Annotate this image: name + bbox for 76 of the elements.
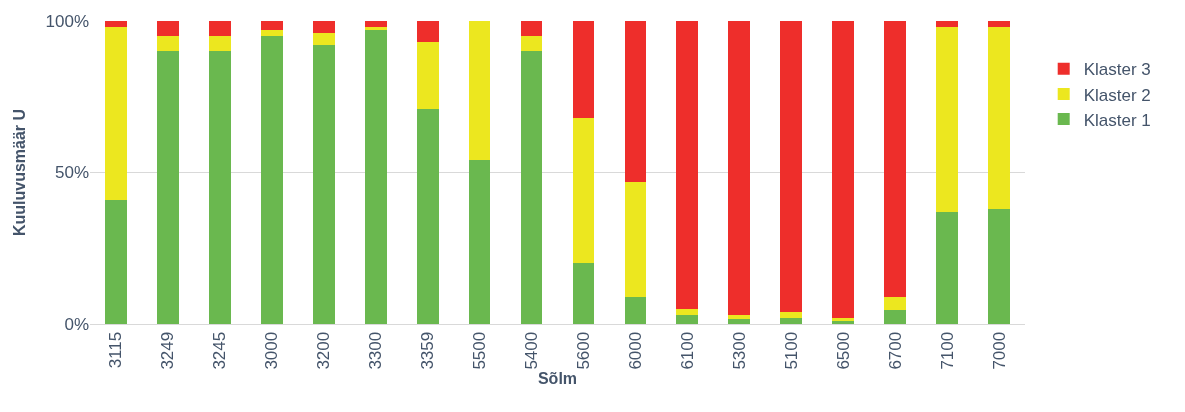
bar	[260, 30, 283, 37]
bar	[105, 21, 127, 28]
x-tick-label: 3000	[262, 331, 282, 370]
bar	[884, 21, 907, 297]
bar	[364, 27, 387, 31]
x-tick-label: 6500	[833, 331, 853, 370]
bar	[884, 296, 907, 311]
bar	[416, 42, 439, 109]
bar	[728, 319, 751, 324]
bar	[312, 33, 335, 46]
bar	[572, 117, 595, 264]
x-tick-label: 5500	[470, 331, 490, 370]
x-axis-title: Sõlm	[537, 369, 578, 387]
legend-label: Klaster 2	[1083, 85, 1151, 105]
x-tick-label: 3249	[158, 331, 178, 370]
bar	[728, 21, 751, 315]
x-tick-label: 5100	[781, 331, 801, 370]
x-tick-label: 5600	[573, 331, 593, 370]
y-tick-label: 0%	[64, 314, 89, 334]
bar	[832, 21, 855, 318]
x-tick-label: 7100	[937, 331, 957, 370]
legend-label: Klaster 3	[1083, 60, 1151, 80]
bar	[624, 21, 647, 182]
bar	[312, 45, 335, 324]
bar	[780, 21, 803, 312]
bar	[676, 314, 699, 324]
x-tick-label: 6100	[677, 331, 697, 370]
x-tick-label: 6700	[885, 331, 905, 370]
bar	[988, 27, 1010, 209]
bar	[624, 181, 647, 297]
x-tick-label: 3245	[210, 331, 230, 370]
bar	[157, 21, 179, 37]
x-tick-label: 5400	[522, 331, 542, 370]
bar	[988, 208, 1010, 324]
y-tick-label: 50%	[54, 163, 89, 183]
bar	[676, 308, 699, 315]
bar	[520, 51, 543, 324]
y-axis-title: Kuuluvusmäär U	[11, 108, 29, 237]
x-tick-label: 3359	[418, 331, 438, 370]
bar	[260, 21, 283, 31]
bar	[936, 211, 958, 324]
bar	[260, 36, 283, 324]
bar	[936, 21, 958, 28]
bar	[676, 21, 699, 309]
bar	[936, 27, 958, 212]
bar	[364, 30, 387, 324]
bar	[157, 51, 179, 324]
bar	[416, 21, 439, 43]
bar	[416, 108, 439, 324]
legend-label: Klaster 1	[1083, 110, 1151, 130]
x-tick-label: 3115	[106, 331, 126, 369]
bar	[105, 199, 127, 324]
bar	[884, 310, 907, 324]
x-tick-label: 3300	[366, 331, 386, 370]
bar	[572, 263, 595, 324]
x-tick-label: 5300	[729, 331, 749, 370]
x-tick-label: 3200	[314, 331, 334, 370]
bar	[780, 311, 803, 318]
y-tick-label: 100%	[45, 11, 89, 31]
bar	[364, 21, 387, 28]
bar	[468, 160, 491, 324]
bar	[572, 21, 595, 118]
bar	[208, 51, 231, 324]
bar	[312, 21, 335, 34]
bar	[468, 21, 491, 161]
bar	[780, 317, 803, 324]
bar	[157, 36, 179, 52]
bar	[520, 21, 543, 37]
bar	[105, 27, 127, 200]
x-tick-label: 6000	[625, 331, 645, 370]
x-tick-label: 7000	[989, 331, 1009, 370]
bar	[624, 296, 647, 324]
bar	[208, 36, 231, 52]
bar	[208, 21, 231, 37]
bar	[520, 36, 543, 52]
bar	[988, 21, 1010, 28]
